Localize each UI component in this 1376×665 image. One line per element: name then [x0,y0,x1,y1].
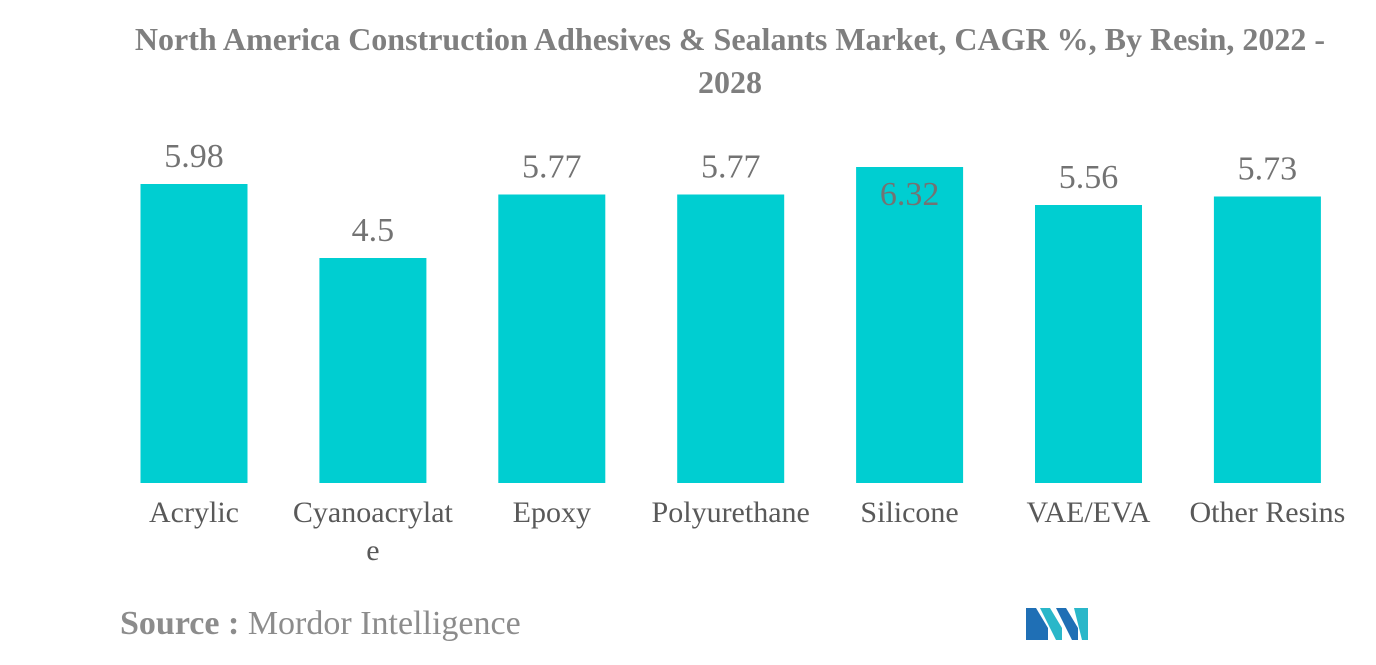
category-label-silicone: Silicone [860,496,958,529]
category-label-cyanoacrylate-line-2: e [366,534,379,567]
bar-vae-eva [1035,205,1142,483]
bar-cyanoacrylate [319,258,427,483]
category-label-polyurethane: Polyurethane [652,496,810,529]
bar-silicone [856,167,964,483]
value-label-silicone: 6.32 [880,176,940,213]
category-label-other-resins: Other Resins [1189,496,1345,529]
bar-polyurethane [677,194,785,483]
category-label-cyanoacrylate-line-1: Cyanoacrylat [293,496,454,529]
category-label-epoxy: Epoxy [513,496,591,529]
chart-title: North America Construction Adhesives & S… [134,21,1326,100]
bar-acrylic [140,184,248,483]
source-label: Source : [120,605,240,642]
value-label-other-resins: 5.73 [1238,151,1298,188]
category-label-vae-eva: VAE/EVA [1027,496,1151,529]
bar-chart: 5.98 Acrylic 4.5 Cyanoacrylat e 5.77 Epoxy 5.77… [140,138,1345,567]
bar-other-resins [1213,196,1321,483]
mordor-intelligence-logo-icon [1026,608,1088,640]
value-label-epoxy: 5.77 [522,149,582,186]
value-label-polyurethane: 5.77 [701,149,761,186]
value-label-acrylic: 5.98 [164,138,224,175]
value-label-cyanoacrylate: 4.5 [352,212,395,249]
category-label-acrylic: Acrylic [149,496,239,529]
source-value: Mordor Intelligence [247,605,521,642]
value-label-vae-eva: 5.56 [1059,159,1119,196]
bar-epoxy [498,194,606,483]
source-note: Source : Mordor Intelligence [120,605,521,643]
